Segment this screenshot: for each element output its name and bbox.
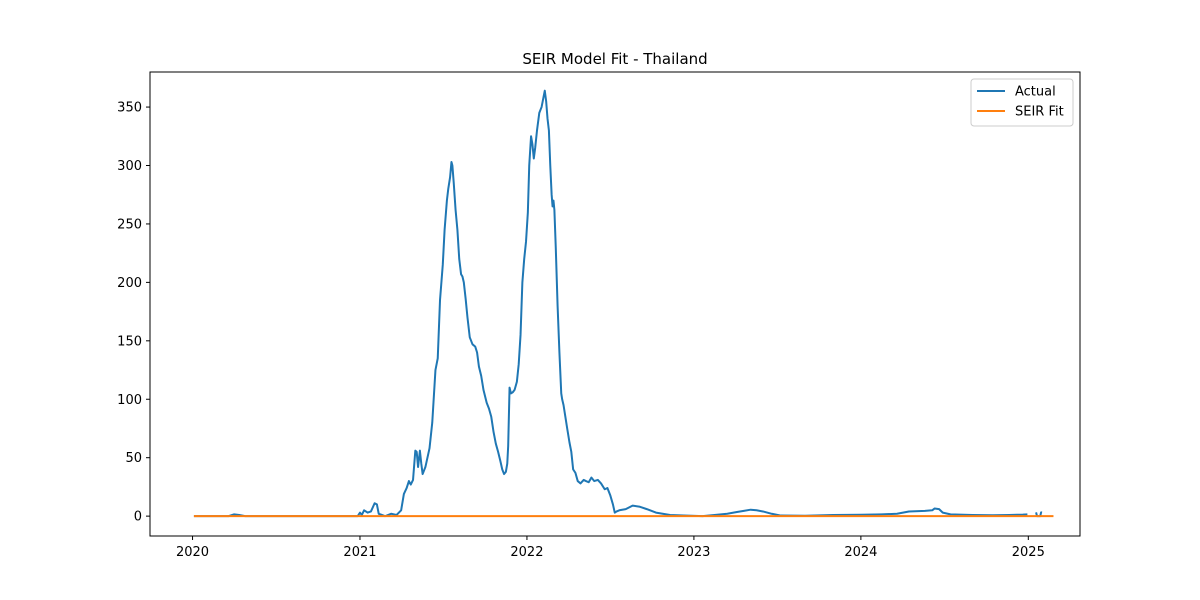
legend-label-seir-fit: SEIR Fit [1015,105,1064,120]
x-tick-label: 2021 [343,545,376,560]
x-tick-label: 2022 [510,545,543,560]
y-tick-label: 150 [117,334,142,349]
y-tick-label: 0 [134,510,142,525]
plot-frame [149,71,1081,537]
y-tick-label: 300 [117,159,142,174]
chart-title: SEIR Model Fit - Thailand [522,50,707,68]
x-tick-label: 2024 [844,545,877,560]
axes-layer: 2020 2021 2022 2023 2024 2025 0 50 100 150 200 250 3… [117,71,1081,560]
y-tick-label: 350 [117,101,142,116]
x-tick-label: 2023 [677,545,710,560]
x-tick-label: 2025 [1012,545,1045,560]
x-tick-label: 2020 [176,545,209,560]
legend-label-actual: Actual [1015,85,1056,100]
y-tick-label: 100 [117,393,142,408]
series-layer [193,89,1054,518]
y-tick-label: 250 [117,217,142,232]
y-tick-label: 50 [125,451,142,466]
legend: Actual SEIR Fit [970,78,1074,127]
y-tick-label: 200 [117,276,142,291]
